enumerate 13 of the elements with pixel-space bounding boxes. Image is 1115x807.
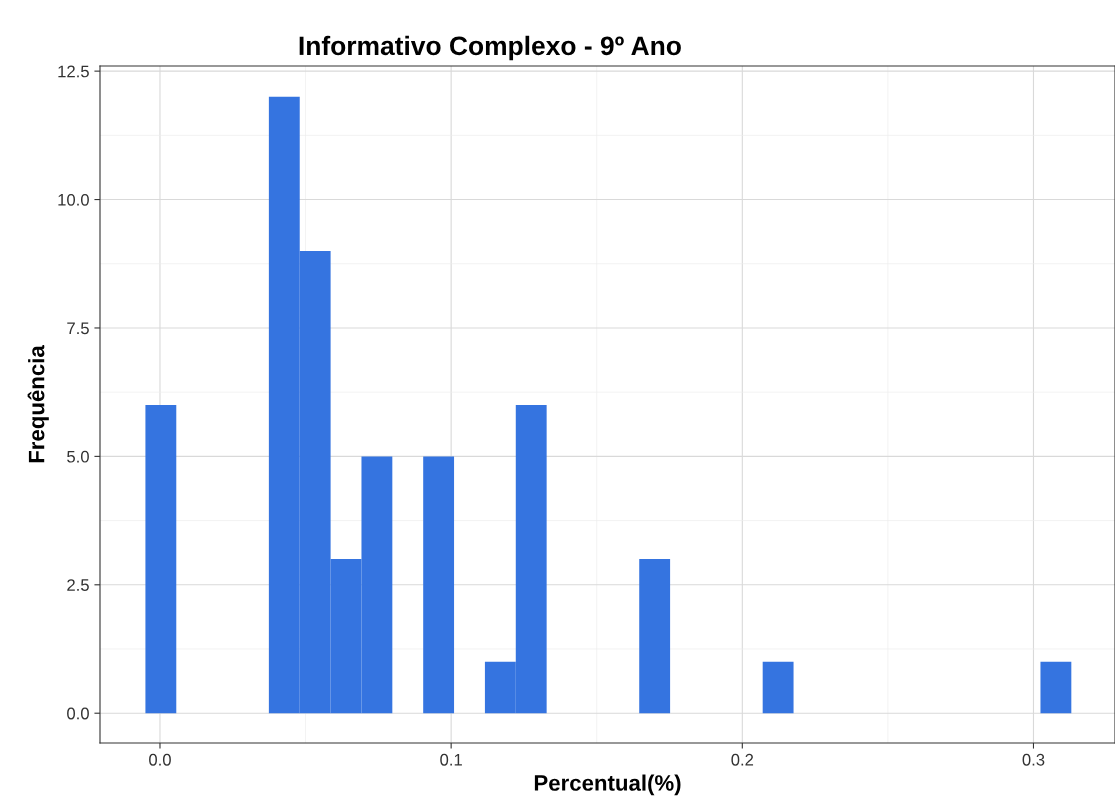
y-tick-label: 7.5: [67, 322, 89, 335]
x-tick-label: 0.2: [731, 753, 754, 766]
y-tick-label: 2.5: [67, 579, 89, 591]
y-tick-label: 12.5: [58, 65, 89, 78]
y-tick-label: 5.0: [67, 450, 89, 463]
y-tick-label: 0.0: [67, 707, 89, 720]
x-tick-label: 0.3: [1022, 753, 1045, 766]
y-axis-title: Frequência: [27, 345, 49, 463]
chart-title: Informativo Complexo - 9º Ano: [299, 35, 681, 61]
x-tick-label: 0.0: [149, 753, 171, 766]
y-tick-label: 10.0: [58, 193, 89, 206]
x-axis-title: Percentual(%): [534, 774, 681, 796]
x-tick-label: 0.1: [440, 753, 462, 766]
